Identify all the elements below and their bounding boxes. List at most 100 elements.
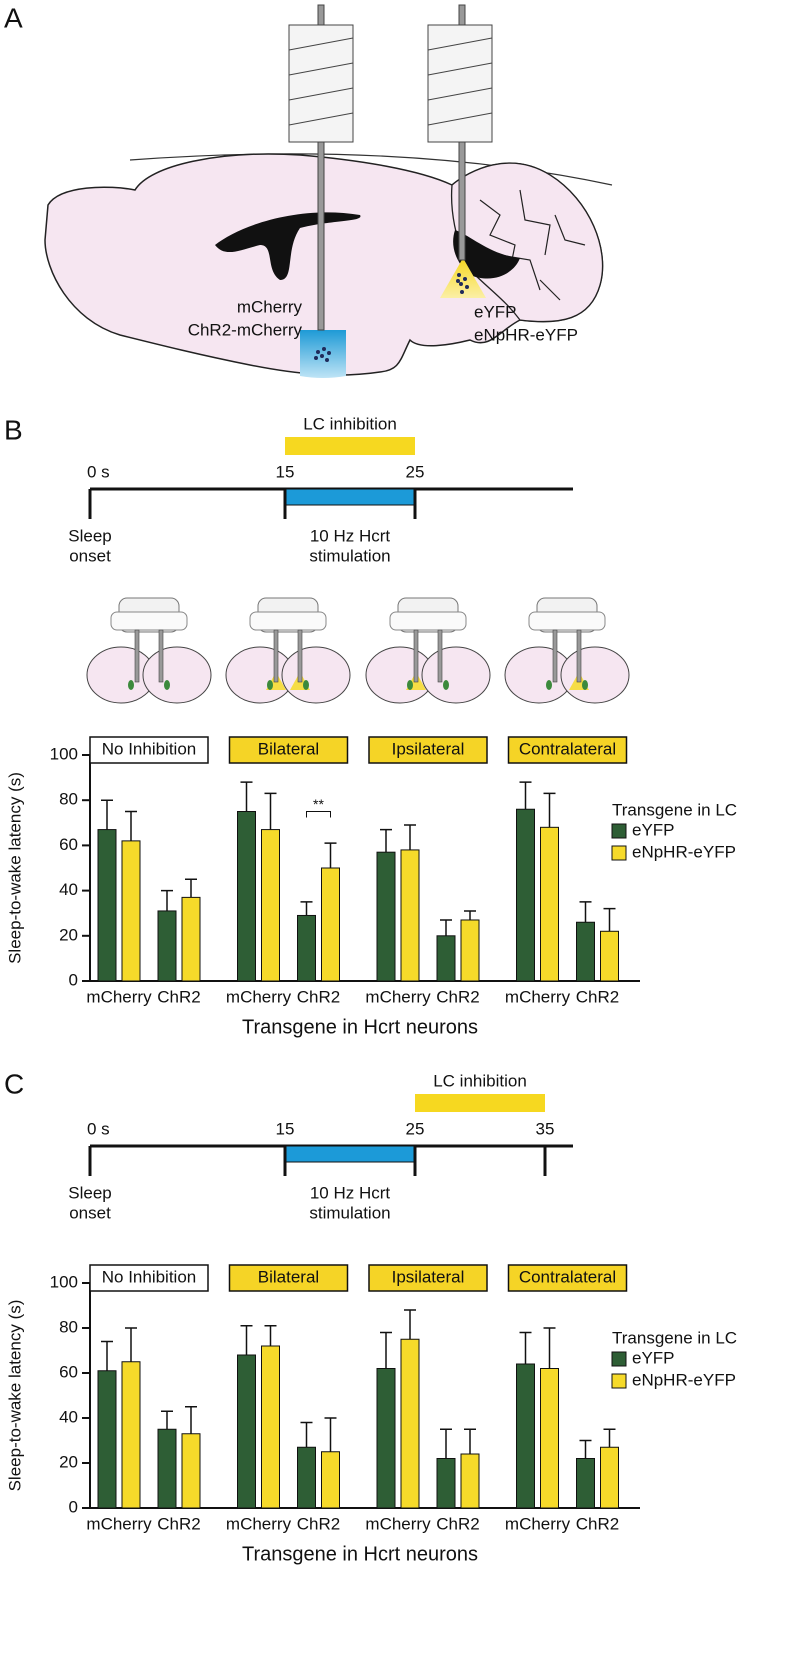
error-bar bbox=[324, 842, 337, 868]
group-box bbox=[507, 736, 628, 764]
y-tick-label: 60 bbox=[59, 1362, 78, 1381]
virus-label: ChR2-mCherry bbox=[188, 320, 303, 339]
legend-title: Transgene in LC bbox=[612, 1328, 737, 1347]
bar bbox=[181, 1433, 201, 1509]
bar bbox=[516, 1363, 535, 1509]
bar bbox=[157, 910, 177, 982]
bar bbox=[540, 1368, 559, 1509]
error-bar bbox=[125, 810, 137, 841]
bar bbox=[576, 921, 595, 982]
bar bbox=[460, 1453, 480, 1509]
group-box bbox=[228, 1264, 349, 1292]
inhibition-bar bbox=[285, 437, 415, 455]
error-bar bbox=[519, 781, 532, 810]
significance-bracket bbox=[306, 811, 331, 818]
bar bbox=[400, 1338, 420, 1509]
panel-label: C bbox=[4, 1068, 24, 1099]
x-tick-label: mCherry bbox=[226, 987, 292, 1006]
brain-icon bbox=[365, 597, 491, 704]
onset-label: Sleep bbox=[68, 526, 111, 545]
y-tick-label: 60 bbox=[59, 835, 78, 854]
bar bbox=[376, 851, 396, 982]
significance-label: ** bbox=[313, 796, 324, 812]
bar bbox=[157, 1428, 177, 1509]
virus-label: eNpHR-eYFP bbox=[474, 325, 578, 344]
x-tick-label: ChR2 bbox=[157, 1514, 200, 1533]
icon-shape bbox=[158, 629, 164, 683]
y-tick-label: 100 bbox=[50, 1272, 78, 1291]
bar bbox=[376, 1368, 396, 1509]
y-tick-label: 40 bbox=[59, 1407, 78, 1426]
icon-shape bbox=[110, 611, 188, 631]
icon-shape bbox=[297, 629, 303, 683]
bar bbox=[436, 1458, 456, 1509]
inhibition-label: LC inhibition bbox=[303, 414, 397, 433]
bar bbox=[460, 919, 480, 982]
bar bbox=[436, 935, 456, 982]
timeline-tick-label: 35 bbox=[536, 1119, 555, 1138]
error-bar bbox=[185, 1406, 197, 1434]
bar bbox=[261, 829, 280, 982]
timeline-tick-label: 25 bbox=[406, 462, 425, 481]
icon-shape bbox=[437, 629, 443, 683]
virus-label: mCherry bbox=[237, 297, 303, 316]
bar bbox=[576, 1458, 595, 1509]
icon-shape bbox=[273, 629, 279, 683]
brain-icon bbox=[86, 597, 212, 704]
x-tick-label: ChR2 bbox=[297, 1514, 340, 1533]
onset-label: Sleep bbox=[68, 1183, 111, 1202]
brain-icon bbox=[504, 597, 630, 704]
x-tick-label: ChR2 bbox=[436, 1514, 479, 1533]
error-bar bbox=[125, 1327, 137, 1362]
timeline-tick-label: 15 bbox=[276, 1119, 295, 1138]
icon-shape bbox=[552, 629, 558, 683]
error-bar bbox=[579, 901, 592, 923]
bar bbox=[97, 829, 117, 982]
icon-shape bbox=[281, 646, 351, 704]
bar bbox=[321, 867, 340, 982]
legend-swatch bbox=[611, 1351, 627, 1367]
group-box bbox=[228, 736, 349, 764]
inhibition-bar bbox=[415, 1094, 545, 1112]
error-bar bbox=[380, 828, 392, 853]
error-bar bbox=[579, 1439, 592, 1459]
stimulation-bar bbox=[284, 488, 416, 506]
x-tick-label: ChR2 bbox=[157, 987, 200, 1006]
error-bar bbox=[240, 781, 253, 812]
x-tick-label: mCherry bbox=[365, 987, 431, 1006]
icon-shape bbox=[267, 680, 273, 690]
error-bar bbox=[300, 901, 313, 916]
error-bar bbox=[543, 1327, 556, 1369]
icon-shape bbox=[528, 611, 606, 631]
bar bbox=[600, 930, 619, 982]
error-bar bbox=[161, 1410, 173, 1430]
bar bbox=[181, 896, 201, 982]
x-tick-label: ChR2 bbox=[576, 1514, 619, 1533]
group-box bbox=[368, 736, 488, 764]
icon-shape bbox=[582, 680, 588, 690]
x-tick-label: mCherry bbox=[505, 1514, 571, 1533]
bar bbox=[97, 1370, 117, 1509]
stimulation-bar bbox=[284, 1145, 416, 1163]
y-tick-label: 0 bbox=[69, 1497, 78, 1516]
bar bbox=[516, 808, 535, 982]
group-box bbox=[89, 1264, 209, 1292]
brain-diagram bbox=[44, 4, 613, 378]
stimulation-label: stimulation bbox=[309, 546, 390, 565]
error-bar bbox=[603, 1428, 616, 1448]
virus-label: eYFP bbox=[474, 302, 517, 321]
legend-label: eNpHR-eYFP bbox=[632, 842, 736, 861]
bar bbox=[400, 849, 420, 982]
error-bar bbox=[519, 1331, 532, 1364]
group-box bbox=[368, 1264, 488, 1292]
group-label: Contralateral bbox=[519, 739, 616, 758]
bar bbox=[540, 826, 559, 982]
y-tick-label: 80 bbox=[59, 790, 78, 809]
y-tick-label: 80 bbox=[59, 1317, 78, 1336]
bar bbox=[237, 1354, 256, 1509]
icon-shape bbox=[389, 611, 467, 631]
error-bar bbox=[264, 792, 277, 830]
error-bar bbox=[464, 1428, 476, 1454]
panel-label: A bbox=[4, 2, 23, 33]
